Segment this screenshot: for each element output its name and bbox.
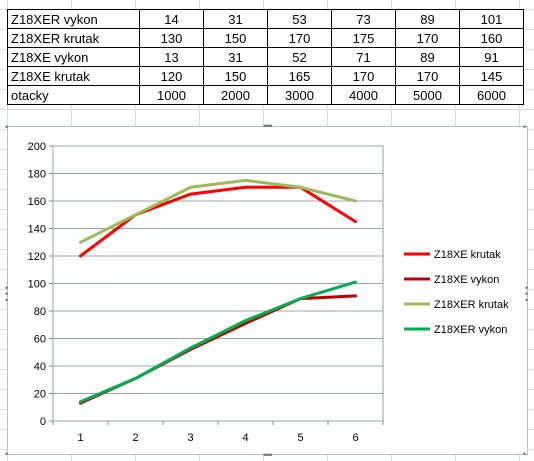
resize-handle-top[interactable]: •••• (263, 121, 273, 131)
legend-label: Z18XER vykon (434, 324, 507, 336)
x-tick-label: 1 (77, 432, 83, 444)
table-row: Z18XE vykon 13 31 52 71 89 91 (7, 47, 524, 67)
resize-handle-top-left[interactable]: • (5, 122, 8, 132)
row-label[interactable]: Z18XE vykon (7, 47, 140, 67)
resize-handle-bottom-left[interactable]: • (5, 449, 8, 459)
table-cell[interactable]: 130 (139, 28, 204, 48)
x-tick-label: 4 (242, 432, 248, 444)
series-line-z18xe-vykon (79, 294, 357, 405)
table-row: Z18XER krutak 130 150 170 175 170 160 (7, 28, 524, 48)
table-cell[interactable]: 150 (203, 28, 268, 48)
table-cell[interactable]: 31 (203, 47, 268, 67)
table-cell[interactable]: 71 (331, 47, 396, 67)
legend-label: Z18XE vykon (434, 274, 499, 286)
resize-handle-bottom-right[interactable]: • (523, 449, 526, 459)
data-table: Z18XER vykon 14 31 53 73 89 101 Z18XER krutak 13… (7, 9, 524, 105)
y-tick-label: 140 (28, 224, 46, 236)
x-tick-label: 2 (132, 432, 138, 444)
table-cell[interactable]: 160 (459, 28, 524, 48)
table-cell[interactable]: 165 (267, 66, 332, 86)
table-cell[interactable]: 1000 (139, 85, 204, 105)
resize-handle-right[interactable]: • • • (525, 283, 528, 305)
x-tick-label: 3 (187, 432, 193, 444)
row-label[interactable]: Z18XER krutak (7, 28, 140, 48)
legend-label: Z18XER krutak (434, 299, 509, 311)
row-label[interactable]: Z18XER vykon (7, 9, 140, 29)
x-tick-label: 6 (352, 432, 358, 444)
y-tick-label: 100 (28, 279, 46, 291)
table-cell[interactable]: 73 (331, 9, 396, 29)
table-cell[interactable]: 14 (139, 9, 204, 29)
y-tick-label: 180 (28, 169, 46, 181)
table-row: Z18XER vykon 14 31 53 73 89 101 (7, 9, 524, 29)
row-label[interactable]: Z18XE krutak (7, 66, 140, 86)
y-tick-label: 0 (40, 416, 46, 428)
row-label[interactable]: otacky (7, 85, 140, 105)
resize-handle-top-right[interactable]: • (523, 122, 526, 132)
table-cell[interactable]: 53 (267, 9, 332, 29)
table-cell[interactable]: 170 (331, 66, 396, 86)
resize-handle-left[interactable]: • • • (5, 283, 8, 305)
table-cell[interactable]: 175 (331, 28, 396, 48)
table-cell[interactable]: 101 (459, 9, 524, 29)
resize-handle-bottom[interactable]: •••• (263, 450, 273, 460)
y-tick-label: 160 (28, 196, 46, 208)
table-cell[interactable]: 170 (395, 66, 460, 86)
table-cell[interactable]: 2000 (203, 85, 268, 105)
y-tick-label: 80 (34, 306, 46, 318)
y-tick-label: 60 (34, 334, 46, 346)
table-row: otacky 1000 2000 3000 4000 5000 6000 (7, 85, 524, 105)
legend-label: Z18XE krutak (434, 249, 501, 261)
table-cell[interactable]: 13 (139, 47, 204, 67)
y-tick-label: 40 (34, 361, 46, 373)
series-line-z18xe-krutak (79, 185, 357, 258)
y-tick-label: 120 (28, 251, 46, 263)
table-cell[interactable]: 89 (395, 9, 460, 29)
series-line-z18xer-krutak (79, 178, 357, 244)
table-cell[interactable]: 89 (395, 47, 460, 67)
y-tick-label: 200 (28, 141, 46, 153)
line-chart: 0 20 40 60 80 100 120 140 160 180 200 1 2 3 4 5 6 Z18XE k… (28, 141, 509, 444)
table-row: Z18XE krutak 120 150 165 170 170 145 (7, 66, 524, 86)
table-cell[interactable]: 170 (395, 28, 460, 48)
y-tick-label: 20 (34, 389, 46, 401)
table-cell[interactable]: 170 (267, 28, 332, 48)
table-cell[interactable]: 145 (459, 66, 524, 86)
table-cell[interactable]: 91 (459, 47, 524, 67)
x-tick-label: 5 (297, 432, 303, 444)
table-cell[interactable]: 120 (139, 66, 204, 86)
table-cell[interactable]: 5000 (395, 85, 460, 105)
table-cell[interactable]: 4000 (331, 85, 396, 105)
table-cell[interactable]: 31 (203, 9, 268, 29)
table-cell[interactable]: 52 (267, 47, 332, 67)
chart-frame[interactable]: •••• •••• • • • • • • • • • • 0 20 40 60 80 100 12… (5, 121, 528, 460)
table-cell[interactable]: 3000 (267, 85, 332, 105)
table-cell[interactable]: 150 (203, 66, 268, 86)
table-cell[interactable]: 6000 (459, 85, 524, 105)
series-line-z18xer-vykon (79, 280, 357, 404)
